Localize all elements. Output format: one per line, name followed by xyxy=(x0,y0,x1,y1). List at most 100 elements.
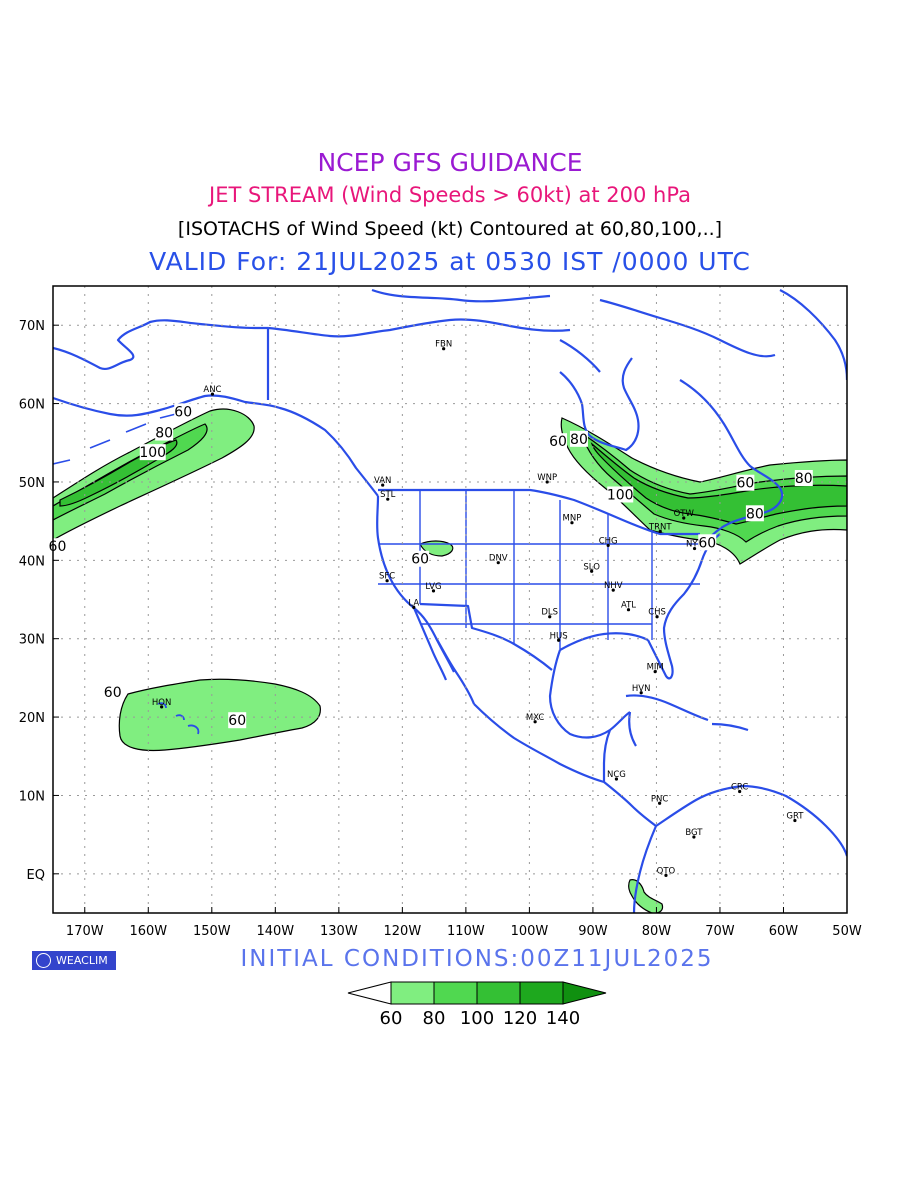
station-dot-hvn xyxy=(639,691,643,695)
isotach-label-bg xyxy=(607,486,634,503)
lat-label: 10N xyxy=(19,789,45,804)
isotach-label-bg xyxy=(569,430,588,447)
jet-north-atlantic-80 xyxy=(578,430,847,543)
lon-label: 60W xyxy=(769,924,799,939)
station-dot-mxc xyxy=(533,720,537,724)
station-label-anc: ANC xyxy=(203,385,221,395)
coast-cuba xyxy=(625,694,709,722)
station-label-mnp: MNP xyxy=(563,514,582,524)
lat-label: 70N xyxy=(19,319,45,334)
isotach-label-bg xyxy=(228,712,247,729)
isotach-label-bg xyxy=(794,470,813,487)
lon-label: 50W xyxy=(832,924,862,939)
jet-hawaii-60 xyxy=(118,678,321,752)
station-label-mim: MIM xyxy=(647,663,664,673)
coast-arctic xyxy=(267,288,847,381)
station-dot-van xyxy=(381,483,385,487)
isotach-label: 60 xyxy=(228,713,246,729)
station-dot-chg xyxy=(606,543,610,548)
lon-label: 80W xyxy=(642,924,672,939)
coast-hispaniola xyxy=(711,722,749,732)
lat-label: EQ xyxy=(27,868,45,883)
title-line-2: JET STREAM (Wind Speeds > 60kt) at 200 h… xyxy=(209,183,691,207)
isotach-label-bg xyxy=(736,474,755,491)
station-dot-qto xyxy=(664,873,668,877)
station-label-chs: CHS xyxy=(648,608,666,618)
lon-label: 120W xyxy=(384,924,422,939)
station-label-hon: HON xyxy=(152,698,171,708)
legend-label: 100 xyxy=(460,1008,494,1029)
station-dot-hon xyxy=(160,705,164,709)
station-label-mxc: MXC xyxy=(526,713,545,723)
legend-swatch xyxy=(390,981,435,1005)
lon-label: 130W xyxy=(320,924,358,939)
coast-hawaii xyxy=(157,702,200,735)
station-label-sfc: SFC xyxy=(379,572,395,582)
legend-swatch xyxy=(433,981,478,1005)
station-dot-mim xyxy=(653,670,657,674)
station-label-la: LA xyxy=(408,598,419,608)
lon-label: 170W xyxy=(66,924,104,939)
coast-baja xyxy=(412,607,476,705)
station-dot-fbn xyxy=(442,347,446,351)
border-us-canada xyxy=(378,488,700,536)
isotach-label: 60 xyxy=(174,404,192,420)
isotach-label-bg xyxy=(155,424,174,441)
station-dot-dnv xyxy=(496,561,500,565)
station-dot-mnp xyxy=(570,521,574,525)
coast-gulf xyxy=(548,632,649,739)
station-label-stl: STL xyxy=(380,490,396,500)
station-dot-crc xyxy=(738,789,742,794)
lon-label: 150W xyxy=(193,924,231,939)
station-dot-sfc xyxy=(385,579,389,583)
legend-label: 120 xyxy=(503,1008,537,1029)
legend-label: 140 xyxy=(546,1008,580,1029)
isotach-label-bg xyxy=(698,534,717,551)
legend-swatch xyxy=(476,981,521,1005)
station-label-qto: QTO xyxy=(657,866,676,876)
legend-label: 60 xyxy=(380,1008,403,1029)
isotach-label: 80 xyxy=(746,506,764,522)
isotach-label: 100 xyxy=(139,445,166,461)
legend-swatch xyxy=(519,981,564,1005)
station-dot-grt xyxy=(793,818,797,823)
station-label-atl: ATL xyxy=(621,601,636,611)
station-label-nyk: NYK xyxy=(686,540,704,550)
station-label-lvg: LVG xyxy=(425,582,441,592)
lat-label: 20N xyxy=(19,711,45,726)
isotach-label: 80 xyxy=(155,426,173,442)
coast-mexico-west xyxy=(473,703,605,784)
legend-label: 80 xyxy=(423,1008,446,1029)
station-label-van: VAN xyxy=(374,476,391,486)
badge-text: WEACLIM xyxy=(56,954,108,967)
station-dot-trnt xyxy=(658,529,662,533)
initial-conditions: INITIAL CONDITIONS:00Z11JUL2025 xyxy=(240,946,714,972)
station-dot-ncg xyxy=(614,777,619,781)
lon-label: 70W xyxy=(705,924,735,939)
station-label-bgt: BGT xyxy=(685,828,703,838)
coast-alaska xyxy=(53,319,379,497)
coastlines xyxy=(53,288,847,913)
station-dot-stl xyxy=(386,497,390,501)
station-label-otw: OTW xyxy=(674,509,695,519)
station-label-chg: CHG xyxy=(599,536,618,546)
weaclim-logo-icon xyxy=(36,953,51,968)
legend-arrow-high xyxy=(562,981,607,1005)
isotach-label: 100 xyxy=(607,487,634,503)
lon-label: 140W xyxy=(256,924,294,939)
station-dot-hus xyxy=(557,638,561,642)
station-label-pnc: PNC xyxy=(651,794,668,804)
station-label-dls: DLS xyxy=(541,608,558,618)
title-line-3: [ISOTACHS of Wind Speed (kt) Contoured a… xyxy=(177,218,723,240)
station-dot-otw xyxy=(682,516,686,520)
isotach-label-bg xyxy=(103,683,122,700)
station-label-trnt: TRNT xyxy=(648,522,672,532)
station-label-wnp: WNP xyxy=(537,473,557,483)
coast-central-america xyxy=(602,711,657,827)
lat-label: 50N xyxy=(19,476,45,491)
title-line-4: VALID For: 21JUL2025 at 0530 IST /0000 U… xyxy=(149,247,751,276)
coast-labrador xyxy=(679,379,784,551)
isotach-label: 60 xyxy=(549,434,567,450)
